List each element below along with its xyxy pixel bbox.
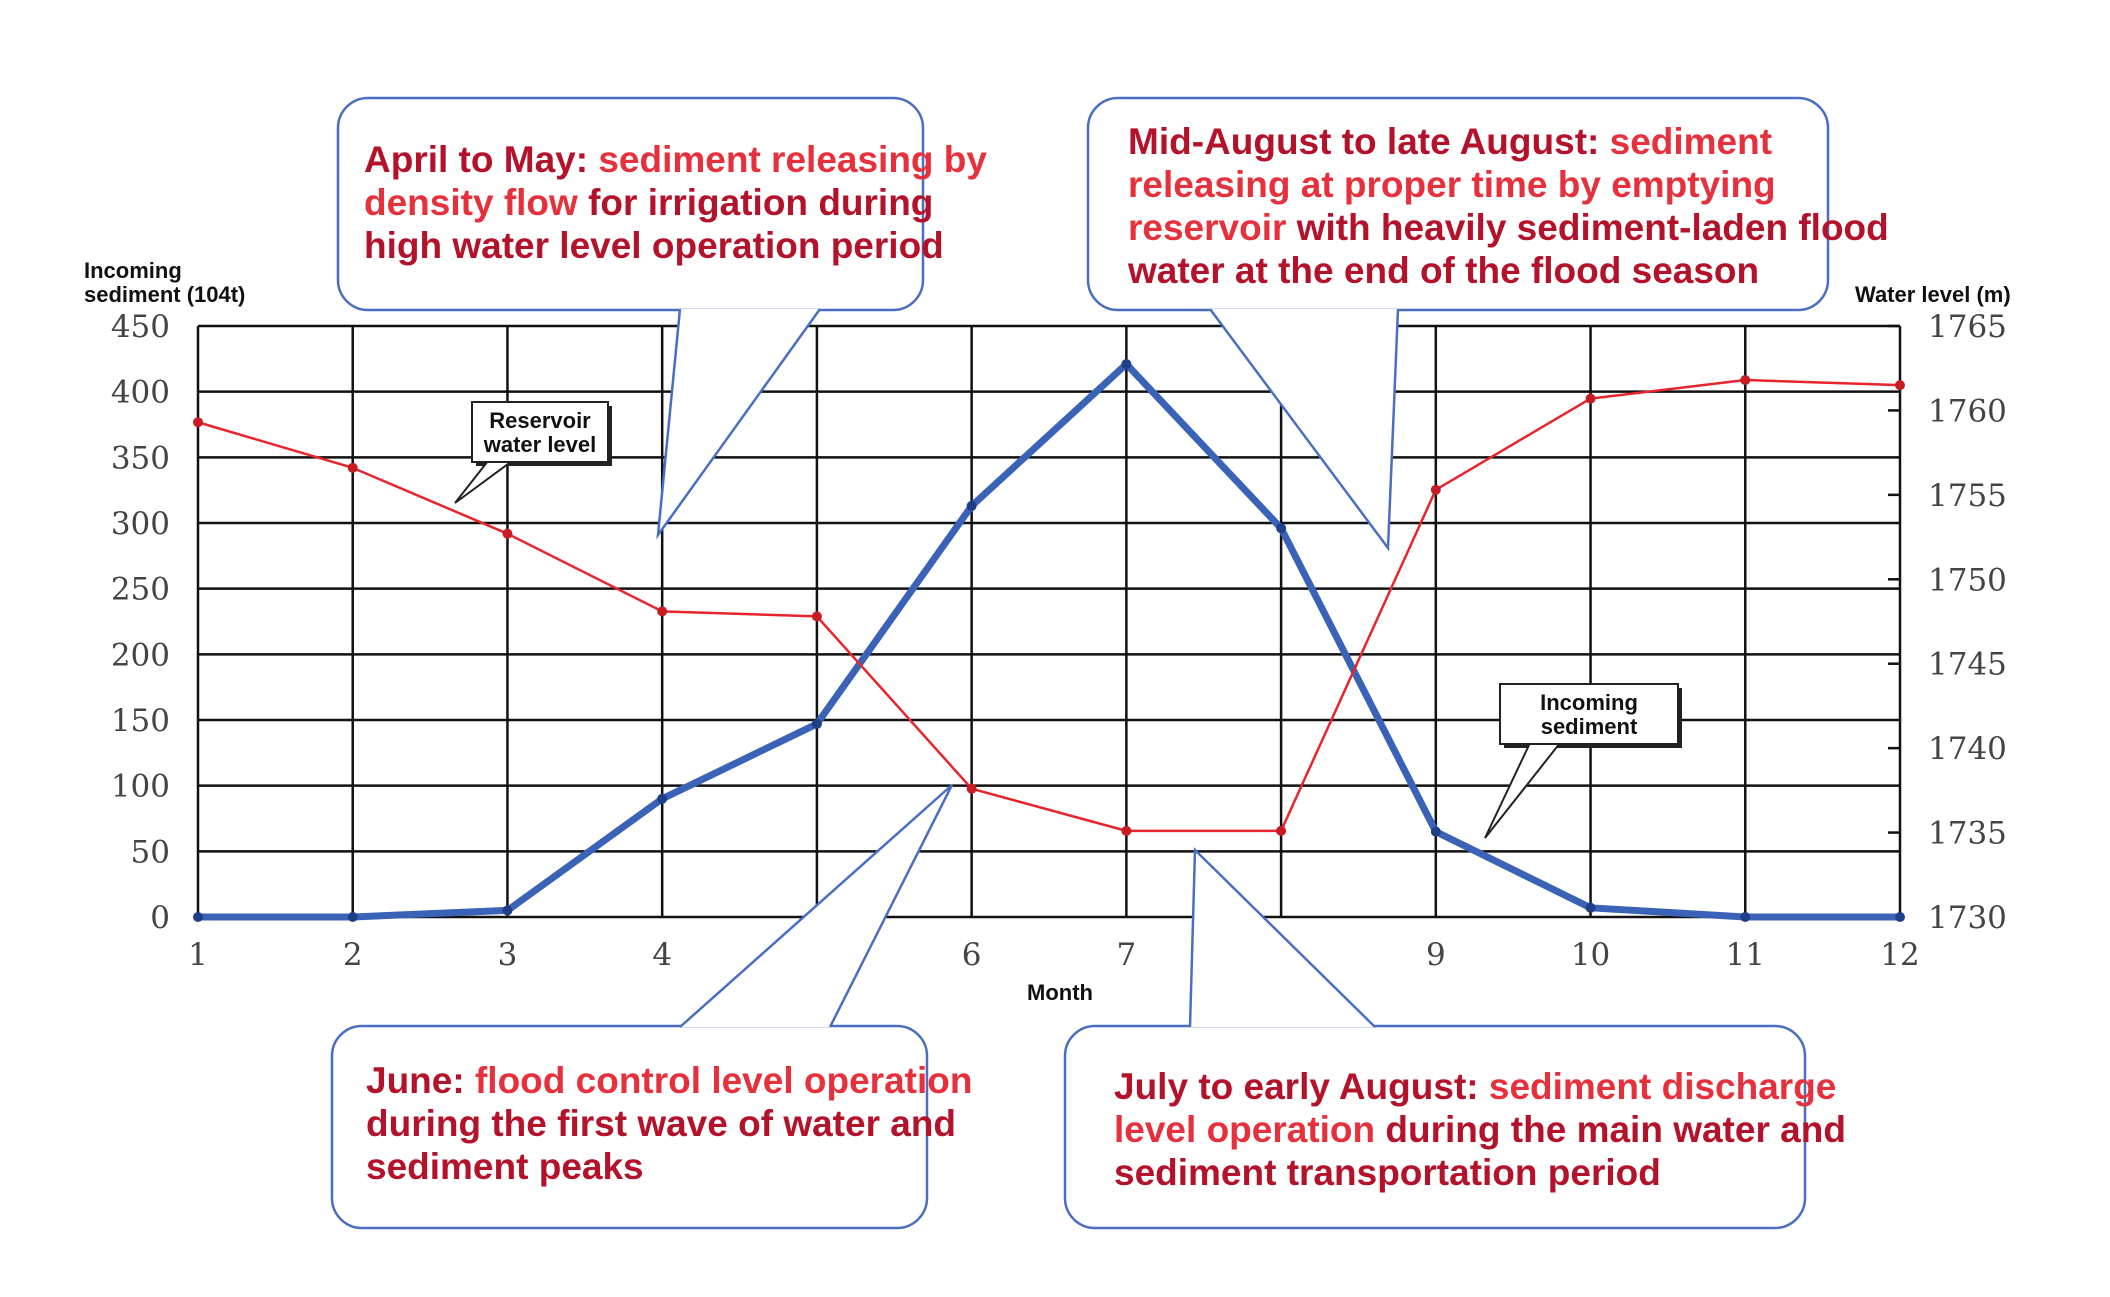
series-line-sediment <box>198 360 1900 921</box>
x-tick-label: 4 <box>652 937 672 973</box>
data-point <box>502 528 513 539</box>
data-point <box>966 500 977 511</box>
callout-june-text-line: during the first wave of water and <box>366 1103 956 1144</box>
callout-jul-aug-text-line: July to early August: sediment discharge <box>1114 1066 1836 1107</box>
x-axis-title: Month <box>1027 980 1093 1005</box>
data-point <box>657 793 668 804</box>
y-right-tick-label: 1735 <box>1928 816 2007 852</box>
x-tick-label: 2 <box>343 937 363 973</box>
sediment-label-pointer <box>1484 742 1563 839</box>
data-point <box>1276 523 1287 534</box>
x-tick-label: 6 <box>962 937 982 973</box>
callout-mid-late-aug-box <box>1086 96 1830 312</box>
callout-apr-may-box <box>336 96 925 312</box>
callout-jul-aug: July to early August: sediment discharge… <box>1063 847 1846 1230</box>
y-left-tick-label: 350 <box>111 440 170 476</box>
sediment-label-text: sediment <box>1541 714 1638 739</box>
y-left-tick-label: 250 <box>111 572 170 608</box>
y-left-tick-label: 300 <box>111 506 170 542</box>
x-tick-label: 12 <box>1880 937 1919 973</box>
y-right-tick-label: 1755 <box>1928 478 2007 514</box>
data-point <box>657 606 668 617</box>
y-left-tick-label: 0 <box>150 900 170 936</box>
callout-jul-aug-text-line: sediment transportation period <box>1114 1152 1661 1193</box>
y-left-tick-label: 50 <box>131 834 170 870</box>
callout-apr-may-text-line: April to May: sediment releasing by <box>364 139 987 180</box>
data-point <box>193 417 203 428</box>
x-tick-label: 11 <box>1726 937 1765 973</box>
y-axis-left-title-line1: Incoming <box>84 258 182 283</box>
callout-apr-may-text-line: density flow for irrigation during <box>364 182 933 223</box>
y-left-tick-label: 150 <box>111 703 170 739</box>
callout-mid-late-aug-text-line: Mid-August to late August: sediment <box>1128 121 1772 162</box>
y-axis-right-title: Water level (m) <box>1855 282 2011 307</box>
data-point <box>1740 912 1751 922</box>
y-right-tick-label: 1745 <box>1928 647 2007 683</box>
data-point <box>1430 484 1441 495</box>
data-point <box>502 905 513 916</box>
y-right-tick-label: 1760 <box>1928 393 2007 429</box>
callout-mid-late-aug-text-line: reservoir with heavily sediment-laden fl… <box>1128 207 1889 248</box>
data-point <box>811 718 822 729</box>
data-point <box>347 462 358 473</box>
callout-june-text-line: June: flood control level operation <box>366 1060 972 1101</box>
data-point <box>1276 825 1287 836</box>
callout-mid-late-aug-pointer <box>1208 308 1400 552</box>
y-left-tick-label: 200 <box>111 637 170 673</box>
callout-jul-aug-pointer <box>1188 847 1376 1028</box>
y-right-tick-label: 1765 <box>1928 309 2007 345</box>
data-point <box>1895 912 1905 922</box>
x-tick-label: 3 <box>498 937 518 973</box>
grid <box>196 324 1902 919</box>
sediment-label-text: Incoming <box>1540 690 1638 715</box>
callout-apr-may: April to May: sediment releasing bydensi… <box>336 96 987 540</box>
data-point <box>1585 393 1596 404</box>
data-point <box>811 611 822 622</box>
sediment-label-box <box>1499 683 1679 745</box>
data-series <box>193 359 1905 922</box>
y-left-tick-label: 450 <box>111 309 170 345</box>
y-left-tick-label: 100 <box>111 769 170 805</box>
y-right-tick-label: 1740 <box>1928 731 2007 767</box>
data-point <box>1121 359 1132 370</box>
x-tick-label: 10 <box>1571 937 1610 973</box>
callout-mid-late-aug-text-line: releasing at proper time by emptying <box>1128 164 1776 205</box>
callout-june-text-line: sediment peaks <box>366 1146 644 1187</box>
y-axis-left-title-line2: sediment (104t) <box>84 282 245 307</box>
data-point <box>966 783 977 794</box>
data-point <box>1895 380 1905 391</box>
callout-mid-late-aug: Mid-August to late August: sedimentrelea… <box>1086 96 1889 552</box>
callout-mid-late-aug-pointer-fill <box>1210 309 1398 548</box>
water-level-label-text: Reservoir <box>489 408 591 433</box>
data-point <box>1585 902 1596 913</box>
x-tick-label: 7 <box>1116 937 1136 973</box>
x-tick-label: 9 <box>1426 937 1446 973</box>
water-level-label-text: water level <box>483 432 597 457</box>
axis-ticks: 0 50 100 150 200 250 300 350 400 450 1730 1735 1740 1… <box>111 309 2007 973</box>
x-tick-label: 1 <box>188 937 208 973</box>
callout-mid-late-aug-text-line: water at the end of the flood season <box>1127 250 1759 291</box>
data-point <box>193 912 203 922</box>
y-right-tick-label: 1730 <box>1928 900 2007 936</box>
data-point <box>1740 375 1751 386</box>
water-level-label-box <box>471 401 609 463</box>
series-line-water-level <box>197 378 1901 833</box>
callout-jul-aug-box <box>1063 1024 1807 1230</box>
data-point <box>1121 825 1132 836</box>
callout-june-box <box>330 1024 929 1230</box>
y-left-tick-label: 400 <box>111 375 170 411</box>
callout-apr-may-text-line: high water level operation period <box>364 225 944 266</box>
callout-apr-may-pointer <box>656 308 822 540</box>
callout-june: June: flood control level operationdurin… <box>330 784 972 1230</box>
water-level-label-pointer <box>454 460 516 504</box>
data-point <box>347 912 358 922</box>
data-point <box>1430 826 1441 837</box>
callout-june-pointer <box>679 784 954 1028</box>
y-right-tick-label: 1750 <box>1928 562 2007 598</box>
callout-jul-aug-text-line: level operation during the main water an… <box>1114 1109 1846 1150</box>
